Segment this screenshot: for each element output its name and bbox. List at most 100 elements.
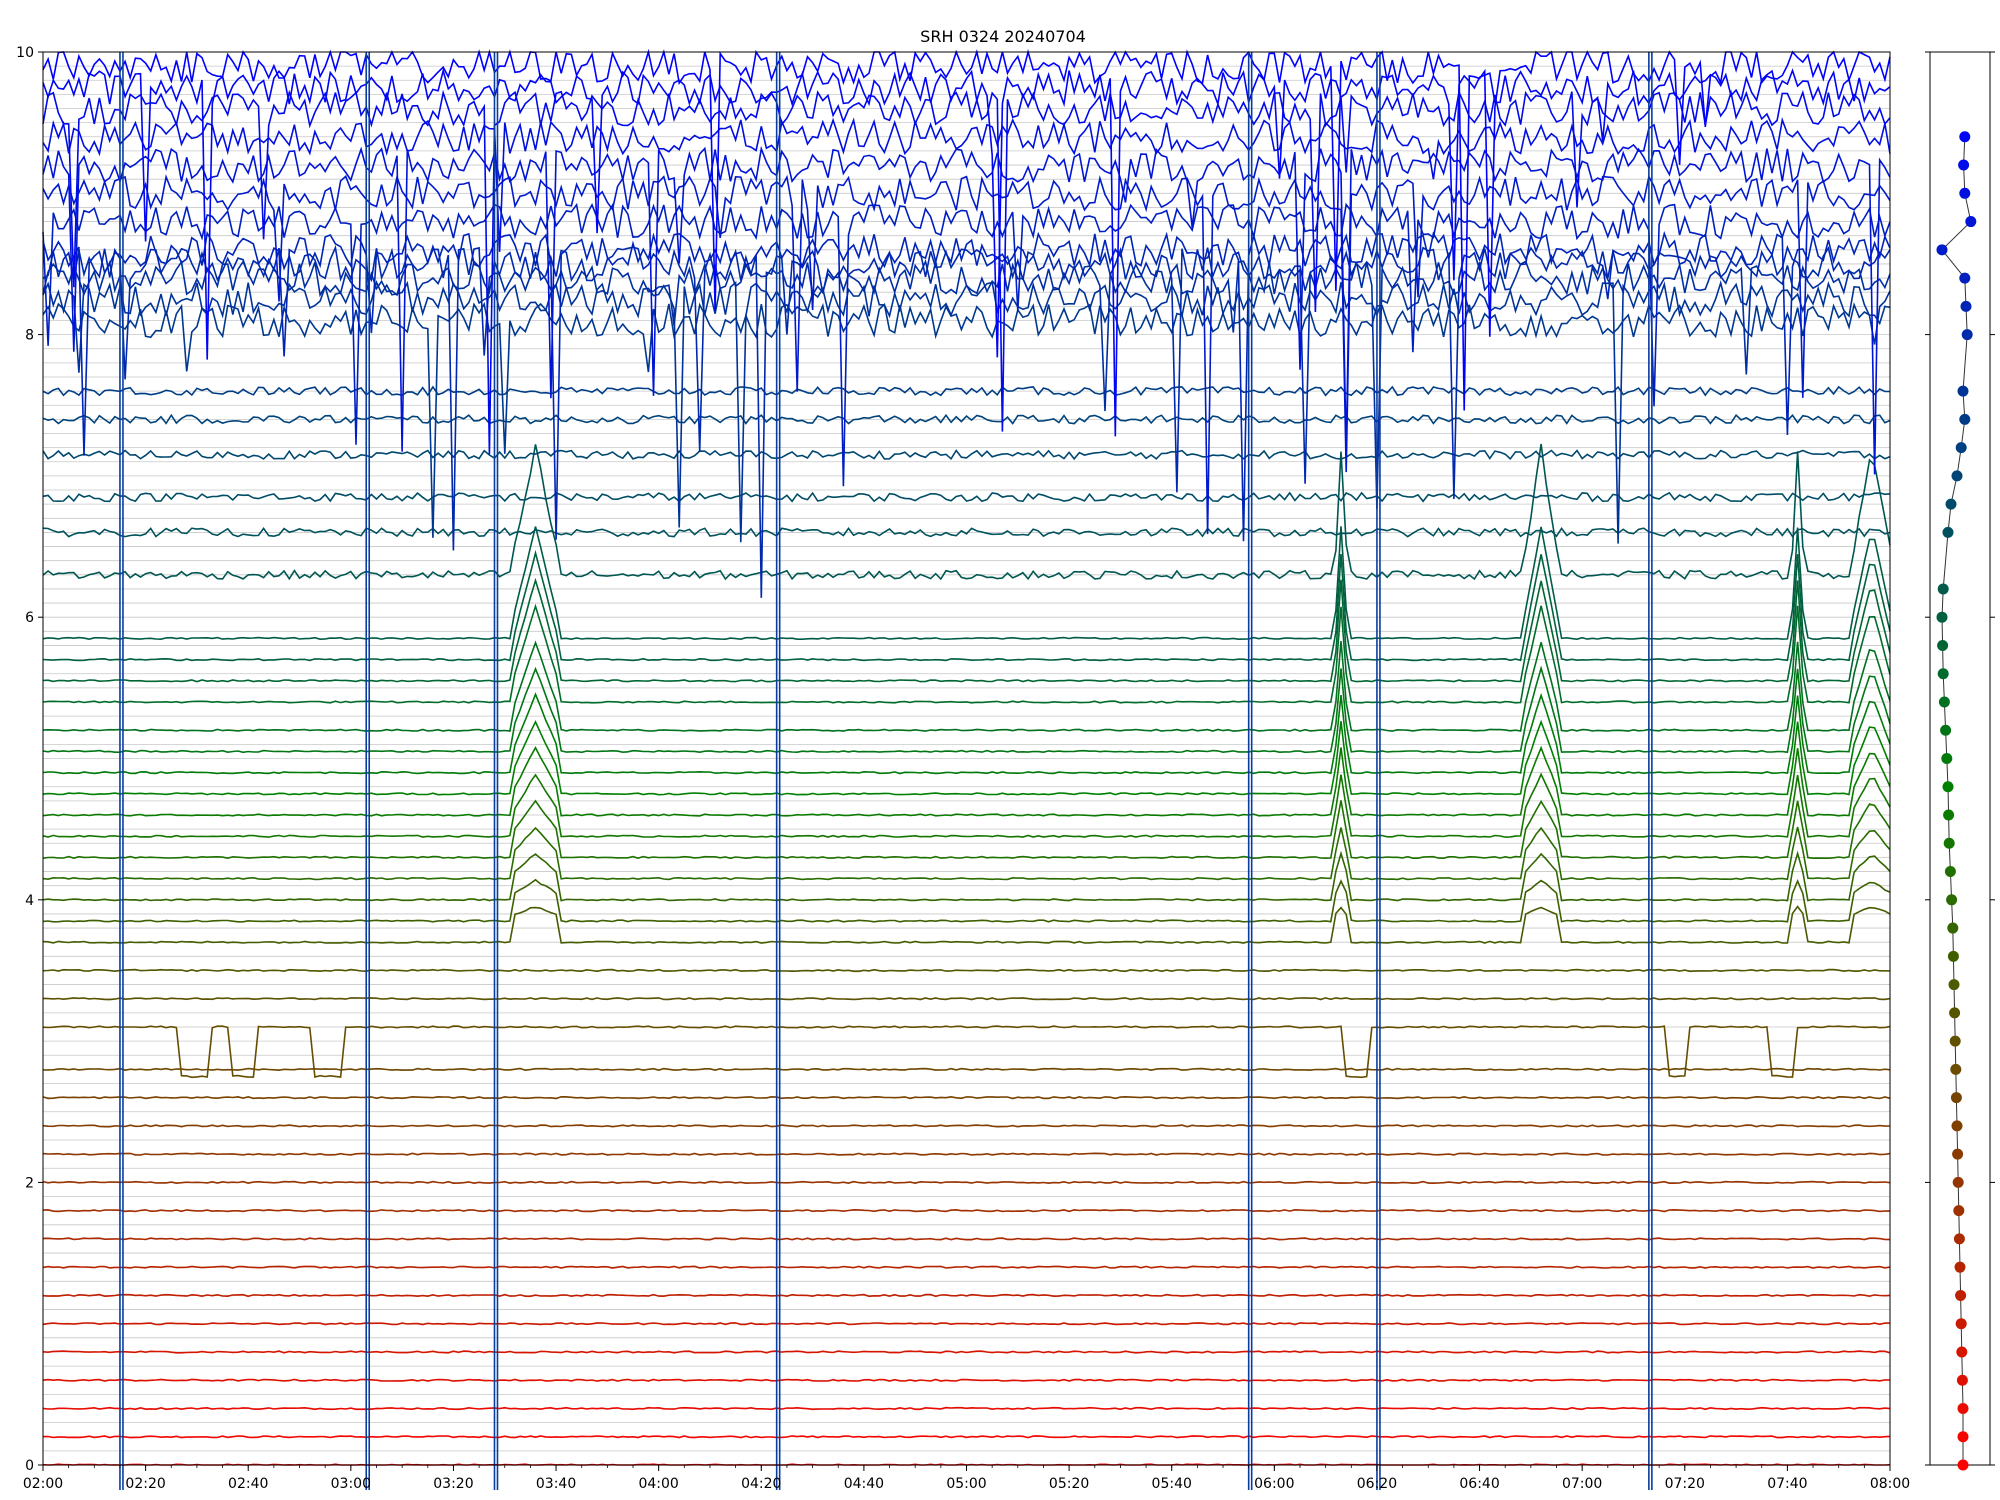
side-plot	[1925, 51, 1995, 1471]
series-line	[42, 850, 1891, 902]
x-tick-label: 07:20	[1665, 1476, 1705, 1492]
series-line	[42, 1406, 1891, 1411]
side-point	[1944, 866, 1956, 878]
series-group	[42, 48, 1891, 1466]
side-point	[1957, 385, 1969, 397]
y-tick-label: 0	[25, 1458, 34, 1474]
chart-title: SRH 0324 20240704	[920, 27, 1086, 46]
side-point	[1938, 696, 1950, 708]
series-line	[43, 1067, 1891, 1072]
series-line	[42, 174, 1891, 535]
side-point	[1955, 1318, 1967, 1330]
side-point	[1947, 922, 1959, 934]
side-point	[1959, 187, 1971, 199]
side-point	[1949, 1035, 1961, 1047]
side-point	[1951, 470, 1963, 482]
x-tick-label: 08:00	[1870, 1476, 1910, 1492]
series-line	[42, 577, 1891, 683]
series-line	[42, 799, 1891, 860]
side-point	[1942, 526, 1954, 538]
series-line	[42, 145, 1891, 475]
side-point	[1952, 1148, 1964, 1160]
side-point	[1945, 498, 1957, 510]
series-line	[42, 692, 1891, 775]
side-point	[1943, 837, 1955, 849]
x-tick-label: 02:20	[125, 1476, 165, 1492]
x-tick-label: 04:20	[741, 1476, 781, 1492]
side-point	[1949, 1007, 1961, 1019]
series-line	[42, 1124, 1891, 1128]
side-point	[1961, 329, 1973, 341]
y-tick-label: 8	[25, 328, 34, 344]
series-line	[42, 526, 1891, 641]
series-line	[42, 772, 1891, 838]
series-line	[42, 745, 1891, 817]
series-line	[42, 1293, 1891, 1298]
series-line	[42, 116, 1891, 252]
side-point	[1942, 781, 1954, 793]
series-line	[42, 1322, 1891, 1326]
x-tick-label: 04:00	[638, 1476, 678, 1492]
x-tick-label: 06:40	[1459, 1476, 1499, 1492]
series-line	[42, 1025, 1891, 1079]
side-point	[1965, 216, 1977, 228]
series-line	[42, 1180, 1891, 1185]
side-point	[1953, 1233, 1965, 1245]
series-line	[42, 1435, 1891, 1439]
series-line	[42, 968, 1891, 973]
y-axis: 0 2 4 6 8 10	[16, 45, 43, 1474]
side-point	[1937, 639, 1949, 651]
side-point	[1959, 272, 1971, 284]
x-tick-label: 02:00	[23, 1476, 63, 1492]
x-tick-label: 05:40	[1152, 1476, 1192, 1492]
side-point	[1959, 131, 1971, 143]
series-line	[42, 526, 1891, 538]
y-tick-label: 10	[16, 45, 34, 61]
series-line	[42, 244, 1891, 598]
series-line	[42, 491, 1891, 503]
side-point	[1940, 724, 1952, 736]
x-tick-label: 02:40	[228, 1476, 268, 1492]
side-point	[1943, 809, 1955, 821]
side-point	[1954, 1261, 1966, 1273]
series-line	[42, 826, 1891, 881]
series-line	[42, 48, 1891, 411]
x-tick-label: 04:40	[844, 1476, 884, 1492]
side-point	[1957, 1459, 1969, 1471]
side-point	[1959, 413, 1971, 425]
side-point	[1957, 1431, 1969, 1443]
x-tick-label: 07:40	[1767, 1476, 1807, 1492]
side-point	[1960, 300, 1972, 312]
x-tick-label: 03:40	[536, 1476, 576, 1492]
series-line	[42, 603, 1891, 704]
side-point	[1956, 1346, 1968, 1358]
series-line	[42, 878, 1891, 923]
y-tick-label: 4	[25, 893, 34, 909]
series-line	[42, 905, 1891, 944]
series-line	[42, 443, 1891, 581]
x-tick-label: 05:00	[946, 1476, 986, 1492]
side-point	[1951, 1120, 1963, 1132]
side-point	[1937, 668, 1949, 680]
series-line	[42, 549, 1891, 662]
series-line	[42, 449, 1891, 461]
side-connector	[1941, 136, 1972, 1465]
side-point	[1936, 244, 1948, 256]
series-line	[42, 1208, 1891, 1213]
series-line	[42, 230, 1891, 542]
x-tick-label: 07:00	[1562, 1476, 1602, 1492]
side-point	[1948, 979, 1960, 991]
series-line	[42, 301, 1891, 538]
x-axis: 02:00 02:20 02:40 03:00 03:20 03:40 04:00 04:20…	[23, 1465, 1910, 1492]
y-tick-label: 2	[25, 1175, 34, 1191]
side-point	[1955, 1289, 1967, 1301]
side-point	[1958, 159, 1970, 171]
side-point	[1936, 611, 1948, 623]
series-line	[42, 1095, 1891, 1100]
x-tick-label: 06:00	[1254, 1476, 1294, 1492]
main-plot: 0 2 4 6 8 10 02:00 02:20 02:40 03:00 03:20 03:40 04:…	[16, 45, 1910, 1492]
side-point	[1947, 950, 1959, 962]
x-tick-label: 06:20	[1357, 1476, 1397, 1492]
side-point	[1941, 753, 1953, 764]
